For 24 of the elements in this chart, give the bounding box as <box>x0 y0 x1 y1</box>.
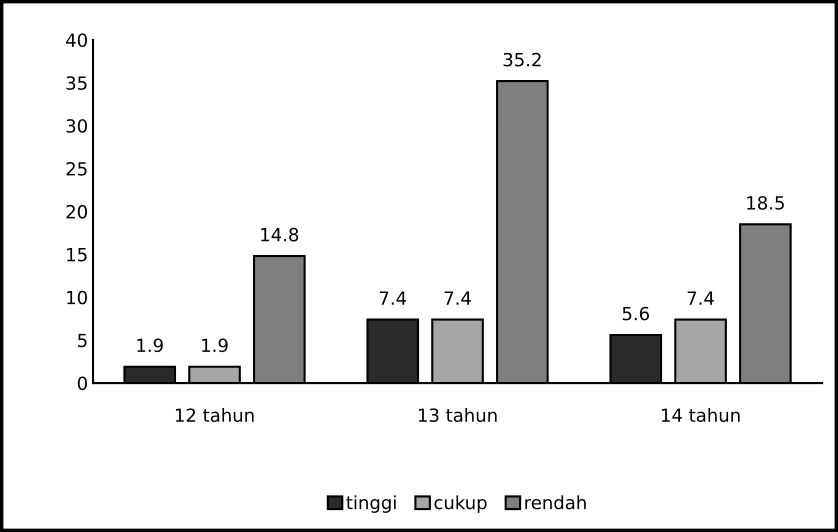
x-tick-label: 12 tahun <box>176 408 254 422</box>
y-tick-label: 40 <box>66 33 87 48</box>
data-label: 1.9 <box>137 338 163 352</box>
legend-label: tinggi <box>346 495 396 513</box>
data-label: 14.8 <box>261 228 298 242</box>
y-tick-label: 35 <box>66 76 87 90</box>
data-label: 7.4 <box>444 292 471 305</box>
legend-label: cukup <box>434 495 487 513</box>
data-label: 18.5 <box>747 196 784 210</box>
data-label: 35.2 <box>504 52 541 66</box>
data-label: 1.9 <box>202 338 228 352</box>
x-tick-label: 13 tahun <box>418 408 497 422</box>
y-tick-label: 15 <box>67 248 87 262</box>
x-tick-label: 14 tahun <box>662 408 740 422</box>
data-label: 5.6 <box>622 306 649 320</box>
y-tick-label: 5 <box>78 334 87 348</box>
data-label: 7.4 <box>688 292 714 305</box>
y-tick-label: 25 <box>66 162 87 176</box>
y-tick-label: 0 <box>78 376 87 390</box>
y-tick-label: 20 <box>66 204 87 219</box>
y-tick-label: 30 <box>66 119 87 133</box>
data-label: 7.4 <box>380 292 406 305</box>
y-tick-label: 10 <box>67 290 87 304</box>
legend-label: rendah <box>525 495 586 510</box>
